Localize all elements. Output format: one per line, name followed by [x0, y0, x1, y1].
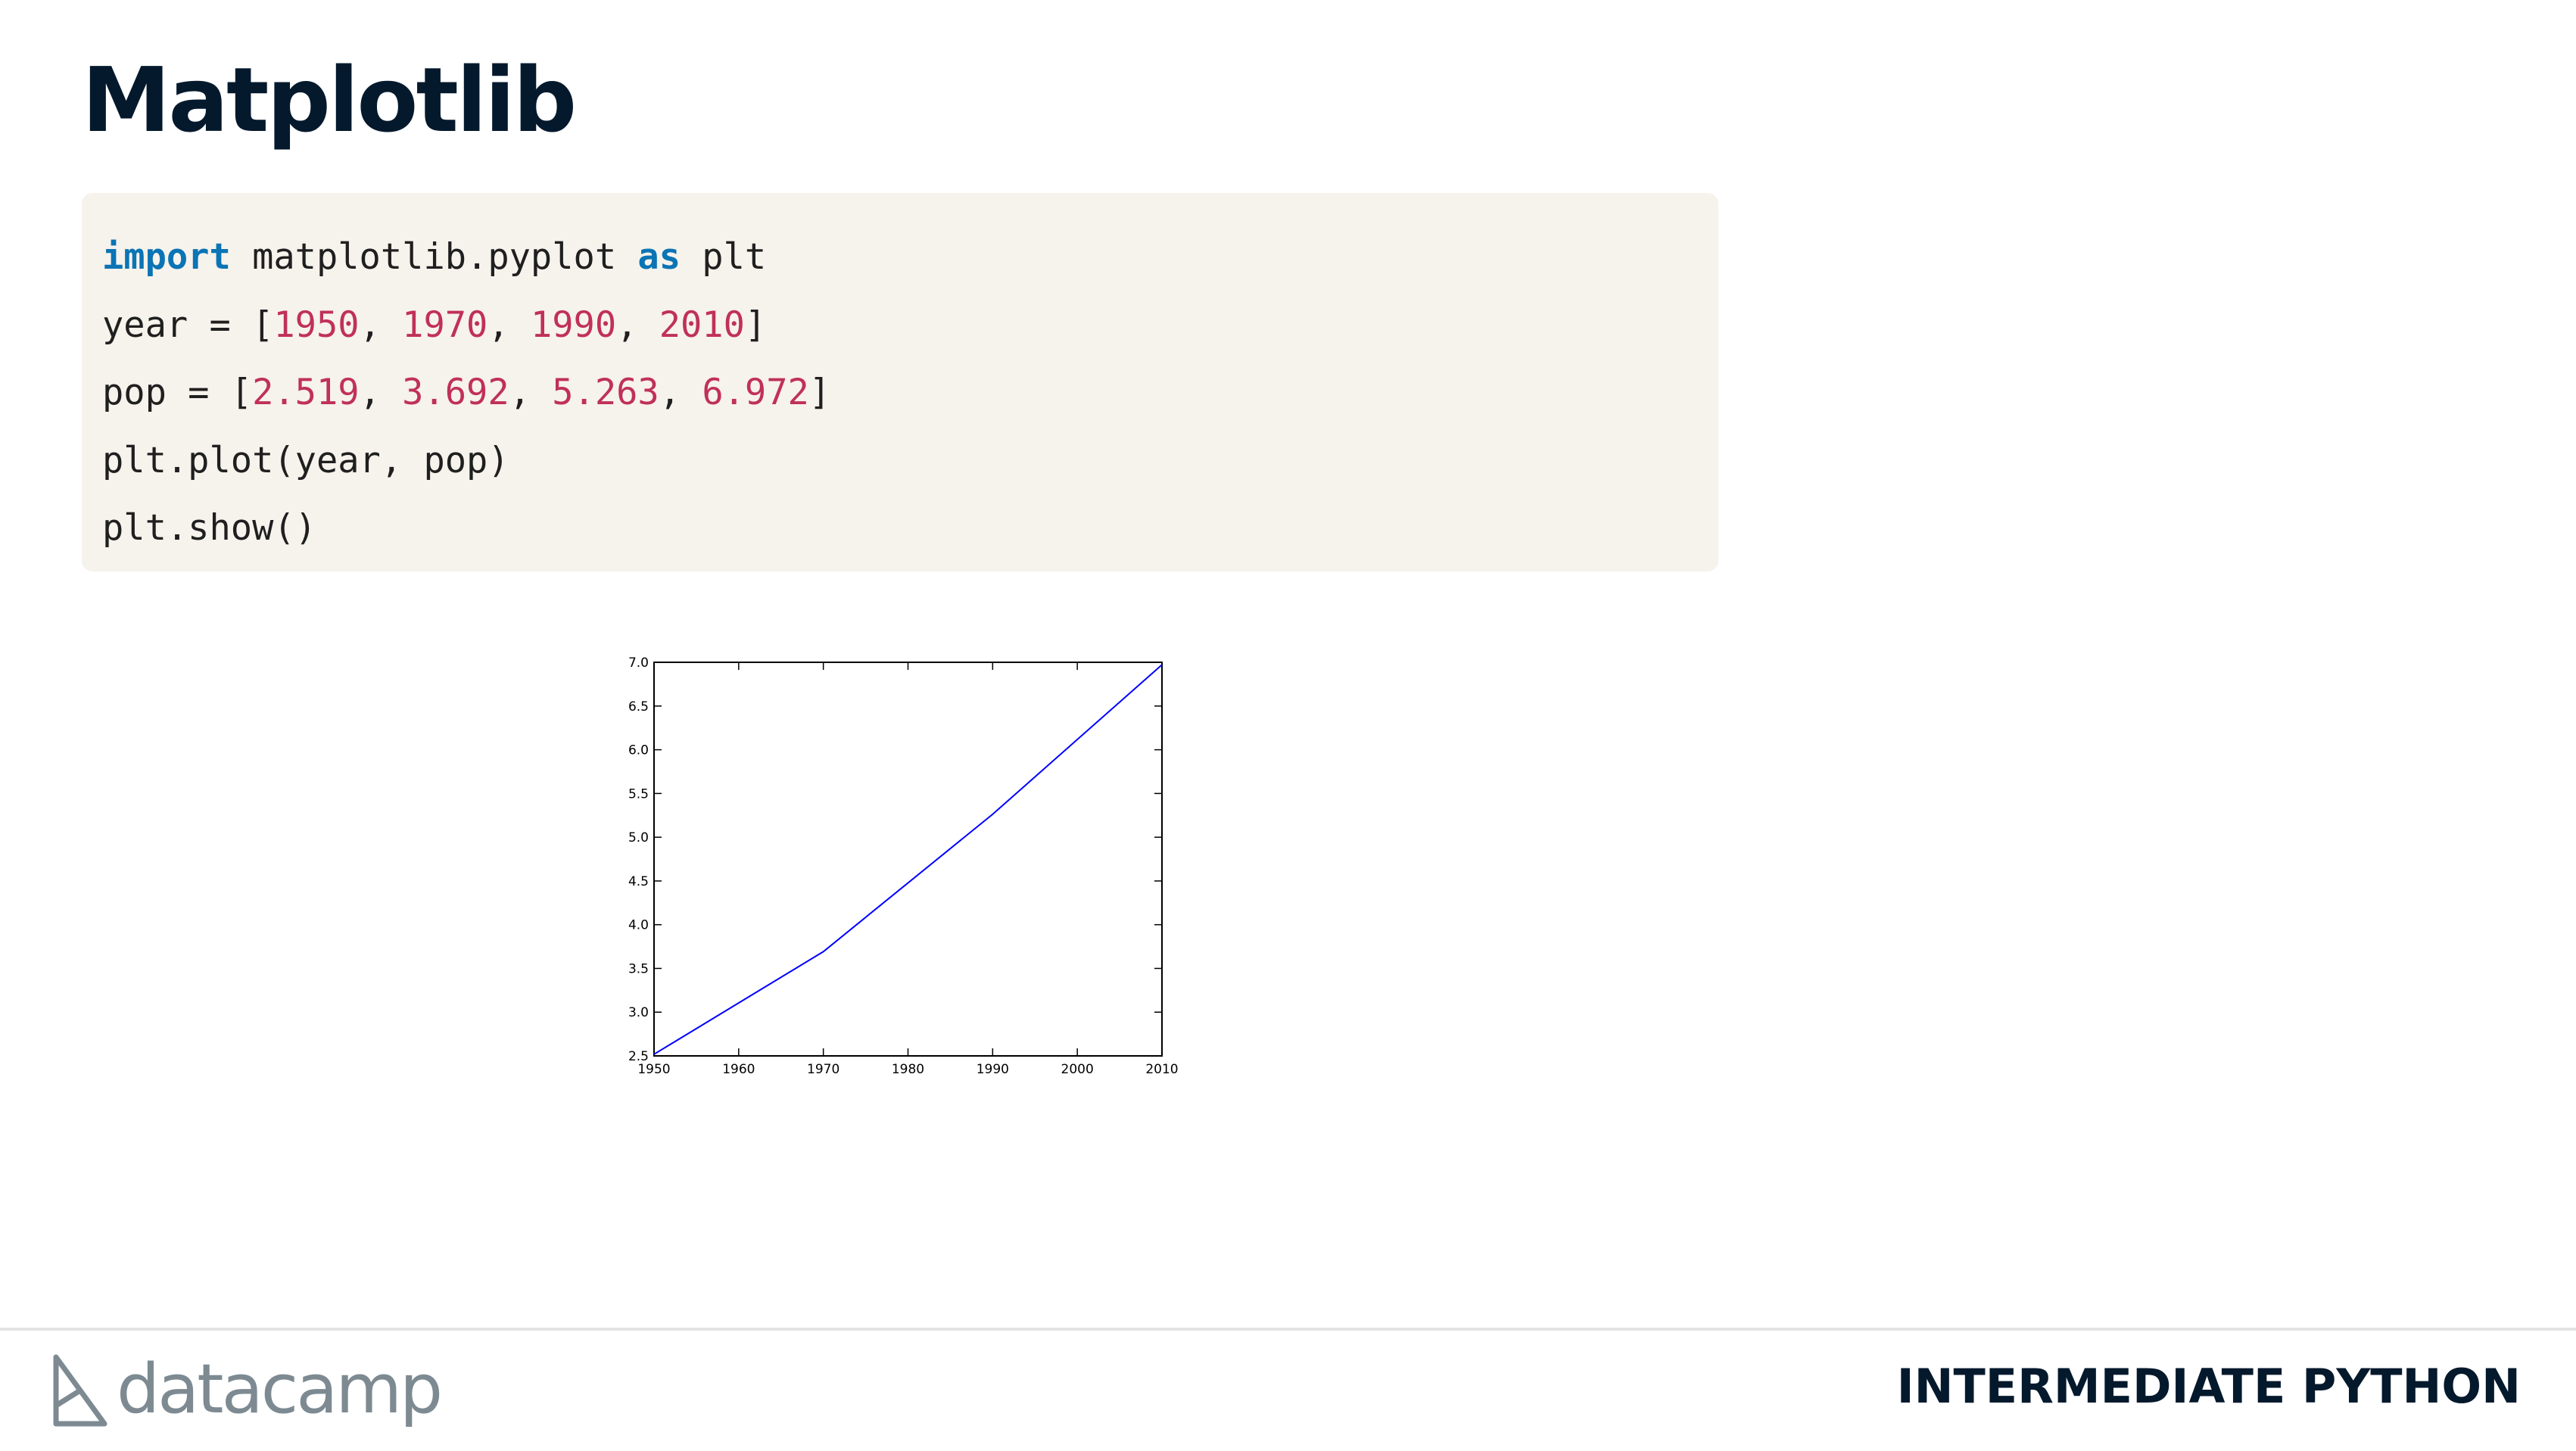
datacamp-logo: datacamp — [50, 1347, 443, 1431]
code-line-4: plt.plot(year, pop) — [102, 439, 509, 481]
x-tick-label: 1960 — [722, 1062, 755, 1077]
code-line-3: pop = [2.519, 3.692, 5.263, 6.972] — [102, 359, 1718, 427]
y-tick-label: 7.0 — [628, 655, 649, 671]
code-text: ] — [744, 304, 767, 346]
code-text: year = [ — [102, 304, 274, 346]
footer-divider — [0, 1328, 2576, 1331]
keyword-as: as — [637, 236, 681, 278]
x-tick-label: 2010 — [1145, 1062, 1178, 1077]
y-tick-label: 6.5 — [628, 699, 649, 715]
y-tick-label: 2.5 — [628, 1049, 649, 1064]
code-text: , — [659, 372, 702, 413]
code-line-2: year = [1950, 1970, 1990, 2010] — [102, 291, 1718, 360]
y-tick-label: 6.0 — [628, 743, 649, 758]
code-block: import matplotlib.pyplot as plt year = [… — [82, 193, 1718, 571]
keyword-import: import — [102, 236, 231, 278]
code-text: , — [359, 304, 403, 346]
number-literal: 6.972 — [702, 372, 809, 413]
y-tick-label: 3.5 — [628, 961, 649, 976]
brand-name: datacamp — [117, 1349, 443, 1429]
number-literal: 5.263 — [552, 372, 659, 413]
code-text: pop = [ — [102, 372, 253, 413]
datacamp-mark-icon — [53, 1354, 107, 1427]
code-text: , — [509, 372, 553, 413]
code-text: matplotlib.pyplot — [230, 236, 638, 278]
y-tick-label: 4.5 — [628, 874, 649, 889]
number-literal: 1950 — [273, 304, 360, 346]
x-tick-label: 2000 — [1061, 1062, 1094, 1077]
code-text: , — [487, 304, 531, 346]
code-line-5: plt.show() — [102, 507, 316, 549]
code-text: plt — [681, 236, 767, 278]
code-text: , — [616, 304, 659, 346]
x-tick-label: 1970 — [807, 1062, 839, 1077]
x-tick-label: 1990 — [977, 1062, 1009, 1077]
number-literal: 2.519 — [252, 372, 360, 413]
number-literal: 2010 — [659, 304, 745, 346]
slide-title: Matplotlib — [82, 48, 577, 152]
y-tick-label: 5.0 — [628, 830, 649, 845]
course-title: INTERMEDIATE PYTHON — [1896, 1359, 2521, 1414]
series-line — [653, 664, 1163, 1055]
code-text: , — [359, 372, 403, 413]
x-tick-label: 1980 — [892, 1062, 924, 1077]
plot-frame — [653, 662, 1163, 1057]
number-literal: 1970 — [402, 304, 488, 346]
y-tick-label: 3.0 — [628, 1005, 649, 1020]
code-text: ] — [808, 372, 831, 413]
y-tick-label: 4.0 — [628, 918, 649, 933]
number-literal: 3.692 — [402, 372, 509, 413]
code-line-1: import matplotlib.pyplot as plt — [102, 223, 1718, 291]
number-literal: 1990 — [530, 304, 617, 346]
y-tick-label: 5.5 — [628, 786, 649, 802]
x-tick-label: 1950 — [637, 1062, 670, 1077]
